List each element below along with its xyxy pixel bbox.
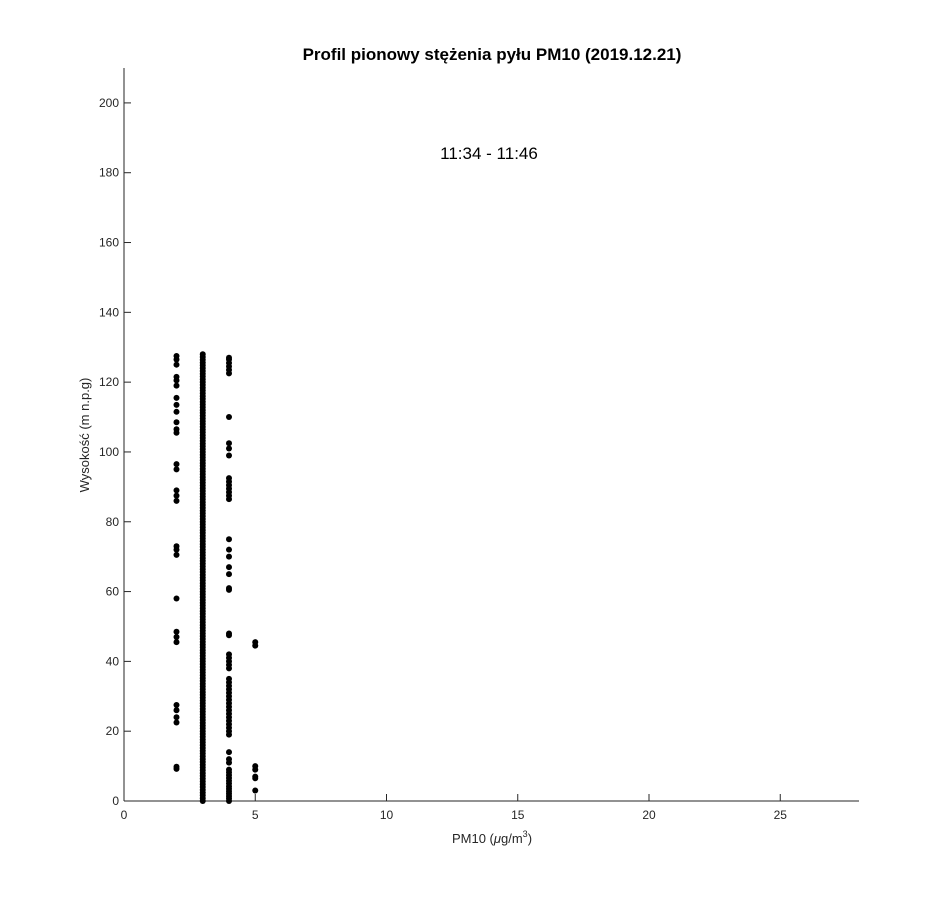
y-tick-label: 180 [99,166,119,180]
x-ticks: 0 5 10 15 20 25 [121,794,788,822]
data-point [173,492,180,499]
data-point [173,466,180,473]
data-point [226,445,232,452]
data-point [173,543,180,550]
data-point [226,440,232,447]
data-point [199,351,206,358]
data-point [173,394,180,401]
data-point [226,756,232,763]
data-points [173,351,259,804]
data-point [173,763,180,770]
y-axis-label: Wysokość (m n.p.g) [77,378,92,493]
y-tick-label: 120 [99,375,119,389]
data-point [226,564,232,571]
data-point [173,426,180,433]
y-tick-label: 140 [99,305,119,319]
data-point [173,401,180,408]
data-point [173,628,180,635]
data-point [252,773,259,780]
y-tick-label: 80 [106,515,120,529]
data-point [252,763,259,770]
y-tick-label: 200 [99,96,119,110]
data-point [173,382,180,389]
data-point [226,475,232,482]
data-point [226,585,232,592]
y-tick-label: 100 [99,445,119,459]
data-point [173,408,180,415]
data-point [226,414,232,421]
data-point [226,749,232,756]
x-tick-label: 5 [252,808,259,822]
data-point [173,461,180,468]
data-point [226,571,232,578]
data-point [173,633,180,640]
x-tick-label: 25 [774,808,788,822]
data-point [226,766,232,773]
data-point [173,702,180,709]
data-point [226,553,232,560]
y-tick-label: 40 [106,654,120,668]
x-tick-label: 20 [642,808,656,822]
data-point [173,707,180,714]
y-tick-label: 60 [106,585,120,599]
plot-area: 0 5 10 15 20 25 0 20 40 60 80 100 120 140 160 180 200 [99,68,859,822]
data-point [173,497,180,504]
time-range-annotation: 11:34 - 11:46 [440,144,538,163]
x-tick-label: 10 [380,808,394,822]
data-point [173,639,180,646]
data-point [173,487,180,494]
data-point [173,373,180,380]
data-point [173,719,180,726]
data-point [252,787,259,794]
data-point [173,714,180,721]
x-tick-label: 0 [121,808,128,822]
data-point [173,352,180,359]
data-point [226,630,232,637]
data-point [252,639,259,646]
x-axis-label: PM10 (μg/m3) [452,829,532,846]
data-point [173,551,180,558]
data-point [173,361,180,368]
data-point [226,452,232,459]
x-tick-label: 15 [511,808,525,822]
data-point [173,419,180,426]
y-tick-label: 0 [112,794,119,808]
data-point [226,651,232,658]
data-point [226,546,232,553]
y-tick-label: 20 [106,724,120,738]
data-point [173,595,180,602]
data-point [226,354,232,361]
data-point [226,675,232,682]
y-ticks: 0 20 40 60 80 100 120 140 160 180 200 [99,96,131,808]
chart-title: Profil pionowy stężenia pyłu PM10 (2019.… [303,45,682,64]
data-point [226,536,232,543]
y-tick-label: 160 [99,236,119,250]
